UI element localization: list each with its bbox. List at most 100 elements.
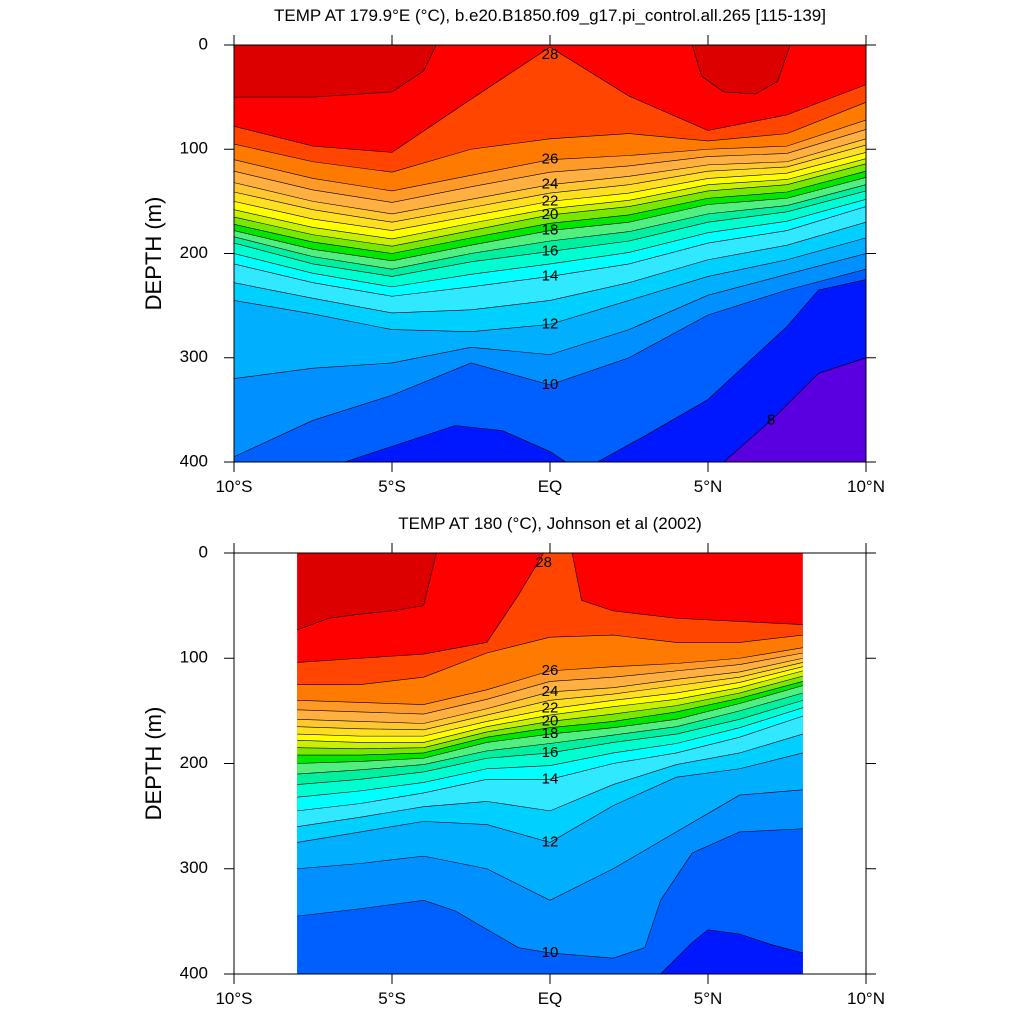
contour-label: 26	[542, 151, 559, 168]
y-axis-label: DEPTH (m)	[141, 707, 166, 821]
contour-line	[234, 268, 866, 458]
chart-title: TEMP AT 179.9°E (°C), b.e20.B1850.f09_g1…	[274, 6, 826, 25]
y-tick-label: 0	[199, 34, 208, 53]
contour-label: 22	[542, 700, 559, 717]
y-tick-label: 400	[180, 451, 208, 470]
y-tick-label: 100	[180, 648, 208, 667]
contour-label: 14	[542, 267, 559, 284]
contour-line	[297, 666, 803, 737]
x-tick-label: 5°N	[694, 989, 723, 1008]
contour-band	[660, 929, 803, 974]
contour-label: 20	[542, 206, 559, 223]
y-tick-label: 300	[180, 347, 208, 366]
contour-line	[297, 553, 803, 663]
x-tick-label: 10°S	[215, 989, 252, 1008]
y-tick-label: 100	[180, 139, 208, 158]
contour-line	[297, 652, 803, 715]
contour-line	[234, 102, 866, 173]
contour-line	[234, 46, 866, 153]
contour-line	[297, 700, 803, 785]
contour-line	[234, 158, 866, 240]
contour-label: 18	[542, 222, 559, 239]
contour-label: 16	[542, 242, 559, 259]
contour-label: 18	[542, 725, 559, 742]
x-tick-label: 5°S	[378, 477, 406, 496]
x-tick-label: 5°S	[378, 989, 406, 1008]
contour-line	[297, 634, 803, 685]
x-tick-label: 10°S	[215, 477, 252, 496]
contour-line	[234, 45, 437, 98]
contour-label: 12	[542, 833, 559, 850]
contour-line	[234, 184, 866, 270]
contour-label: 10	[542, 376, 559, 393]
x-tick-label: EQ	[538, 477, 563, 496]
contour-band	[297, 553, 437, 630]
contour-line	[234, 163, 866, 247]
contour-line	[234, 253, 866, 379]
contour-line	[297, 707, 803, 798]
x-tick-label: EQ	[538, 989, 563, 1008]
y-tick-label: 300	[180, 858, 208, 877]
contour-band	[723, 357, 866, 462]
contour-line	[723, 357, 866, 462]
contour-label: 28	[542, 46, 559, 63]
y-tick-label: 0	[199, 542, 208, 561]
contour-line	[297, 733, 803, 827]
contour-band	[344, 425, 566, 462]
contour-line	[297, 662, 803, 731]
contour-label: 12	[542, 315, 559, 332]
contour-label: 10	[542, 944, 559, 961]
y-tick-label: 200	[180, 243, 208, 262]
contour-label: 22	[542, 192, 559, 209]
contour-line	[234, 177, 866, 262]
contour-label: 26	[542, 662, 559, 679]
contour-label: 28	[535, 554, 552, 571]
contour-line	[297, 692, 803, 775]
contour-line	[234, 237, 866, 332]
contour-line	[297, 670, 803, 743]
contour-line	[297, 657, 803, 724]
contour-label: 16	[542, 744, 559, 761]
contour-line	[234, 190, 866, 277]
contour-line	[297, 685, 803, 764]
contour-label: 14	[542, 770, 559, 787]
contour-line	[234, 199, 866, 288]
contour-line	[297, 828, 803, 959]
contour-line	[297, 647, 803, 705]
contour-line	[297, 715, 803, 812]
contour-line	[297, 675, 803, 750]
contour-label: 24	[542, 176, 559, 193]
contour-line	[691, 45, 791, 95]
contour-band	[234, 45, 437, 98]
contour-line	[234, 152, 866, 231]
contour-line	[297, 553, 437, 631]
x-tick-label: 5°N	[694, 477, 723, 496]
x-tick-label: 10°N	[847, 989, 885, 1008]
contour-band	[297, 828, 803, 974]
y-axis-label: DEPTH (m)	[141, 197, 166, 311]
contour-line	[234, 221, 866, 314]
y-tick-label: 200	[180, 753, 208, 772]
contour-label: 24	[542, 683, 559, 700]
contour-line	[234, 119, 866, 192]
contour-label: 20	[542, 712, 559, 729]
contour-line	[234, 144, 866, 223]
chart-title: TEMP AT 180 (°C), Johnson et al (2002)	[398, 514, 702, 533]
contour-line	[234, 129, 866, 203]
contour-line	[234, 138, 866, 215]
contour-line	[297, 789, 803, 901]
contour-line	[597, 279, 866, 462]
contour-band	[692, 45, 791, 94]
plot-area	[234, 45, 866, 462]
contour-line	[234, 206, 866, 297]
x-tick-label: 10°N	[847, 477, 885, 496]
contour-line	[234, 170, 866, 254]
contour-line	[344, 425, 566, 462]
plot-area	[297, 553, 803, 974]
contour-line	[297, 681, 803, 756]
contour-line	[297, 752, 803, 843]
contour-line	[660, 929, 803, 974]
contour-label: 8	[767, 411, 775, 428]
y-tick-label: 400	[180, 963, 208, 982]
